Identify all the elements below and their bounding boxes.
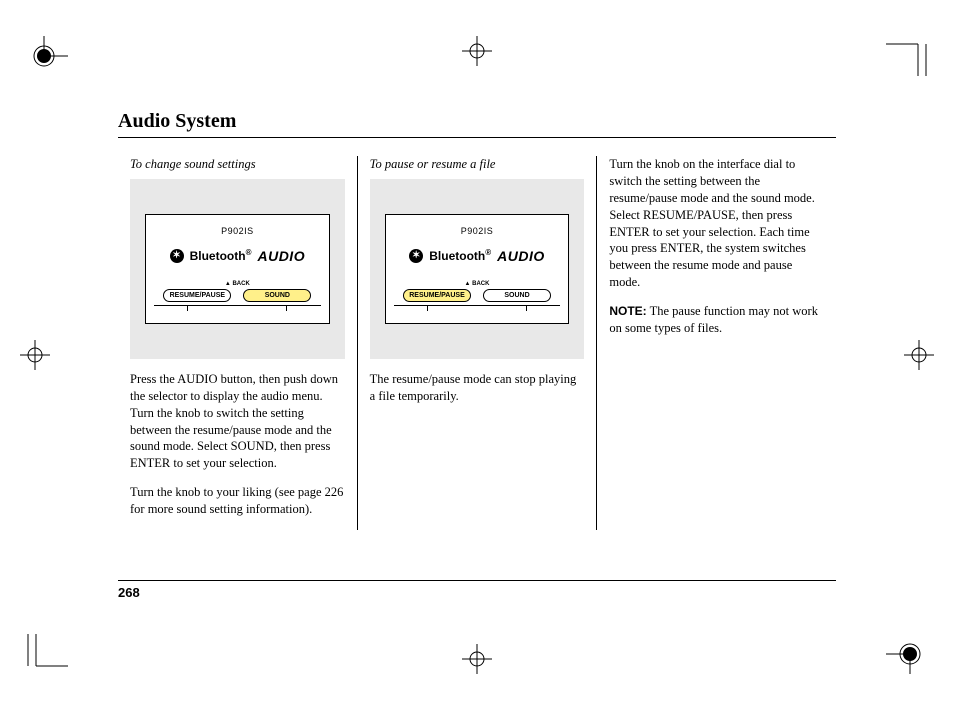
col1-btn-row: RESUME/PAUSE SOUND	[154, 289, 321, 302]
col2-back-group: ▲ BACK	[394, 280, 561, 288]
col1-knob-track	[154, 305, 321, 311]
col1-audio-label: AUDIO	[257, 247, 305, 266]
reg-mark-left	[20, 340, 50, 370]
reg-mark-bl	[20, 634, 68, 674]
col1-back-label: ▲ BACK	[154, 280, 321, 288]
col2-screen-code: P902IS	[394, 225, 561, 237]
col2-screen: P902IS ✶ Bluetooth® AUDIO ▲ BACK RESUME/…	[385, 214, 570, 325]
columns: To change sound settings P902IS ✶ Blueto…	[118, 156, 836, 530]
reg-mark-top	[462, 36, 492, 66]
column-2: To pause or resume a file P902IS ✶ Bluet…	[357, 156, 597, 530]
col1-figure: P902IS ✶ Bluetooth® AUDIO ▲ BACK RESUME/…	[130, 179, 345, 359]
col2-audio-label: AUDIO	[497, 247, 545, 266]
note-label: NOTE:	[609, 304, 646, 318]
col2-btn-resume: RESUME/PAUSE	[403, 289, 471, 302]
reg-mark-right	[904, 340, 934, 370]
column-3: Turn the knob on the interface dial to s…	[596, 156, 836, 530]
column-1: To change sound settings P902IS ✶ Blueto…	[118, 156, 357, 530]
reg-mark-br	[886, 634, 934, 674]
col3-p1: Turn the knob on the interface dial to s…	[609, 156, 824, 291]
reg-mark-bottom	[462, 644, 492, 674]
bluetooth-icon: ✶	[170, 249, 184, 263]
col3-note: NOTE: The pause function may not work on…	[609, 303, 824, 337]
col1-p2: Turn the knob to your liking (see page 2…	[130, 484, 345, 518]
col2-btn-row: RESUME/PAUSE SOUND	[394, 289, 561, 302]
col1-screen: P902IS ✶ Bluetooth® AUDIO ▲ BACK RESUME/…	[145, 214, 330, 325]
col1-bt-label: Bluetooth®	[190, 248, 252, 264]
col2-bt-label: Bluetooth®	[429, 248, 491, 264]
col2-btn-sound: SOUND	[483, 289, 551, 302]
col2-figure: P902IS ✶ Bluetooth® AUDIO ▲ BACK RESUME/…	[370, 179, 585, 359]
col2-knob-track	[394, 305, 561, 311]
col2-subhead: To pause or resume a file	[370, 156, 585, 173]
col1-p1: Press the AUDIO button, then push down t…	[130, 371, 345, 472]
bluetooth-icon: ✶	[409, 249, 423, 263]
col1-screen-code: P902IS	[154, 225, 321, 237]
col1-btn-resume: RESUME/PAUSE	[163, 289, 231, 302]
col2-back-label: ▲ BACK	[394, 280, 561, 288]
col1-back-group: ▲ BACK	[154, 280, 321, 288]
page-number: 268	[118, 580, 836, 600]
reg-mark-tr	[886, 36, 934, 76]
col2-bt-row: ✶ Bluetooth® AUDIO	[394, 247, 561, 266]
col1-subhead: To change sound settings	[130, 156, 345, 173]
reg-mark-tl	[20, 36, 68, 76]
page-content: Audio System To change sound settings P9…	[118, 110, 836, 600]
page-title: Audio System	[118, 110, 836, 138]
col1-bt-row: ✶ Bluetooth® AUDIO	[154, 247, 321, 266]
col2-p1: The resume/pause mode can stop playing a…	[370, 371, 585, 405]
col1-btn-sound: SOUND	[243, 289, 311, 302]
